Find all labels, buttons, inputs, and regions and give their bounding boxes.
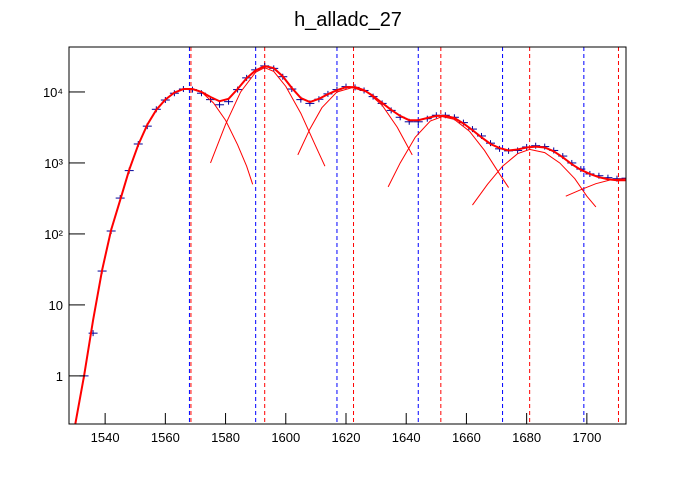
x-tick-label: 1540 <box>91 430 120 445</box>
x-tick-label: 1580 <box>211 430 240 445</box>
x-tick-label: 1560 <box>151 430 180 445</box>
y-tick-label: 10 <box>49 298 63 313</box>
fit-curve <box>472 148 597 208</box>
x-tick-label: 1680 <box>512 430 541 445</box>
fit-curve <box>74 65 626 424</box>
fit-curve <box>201 91 254 185</box>
x-tick-label: 1700 <box>572 430 601 445</box>
fit-curve <box>297 87 413 156</box>
plot-area <box>74 47 626 424</box>
y-tick-label: 10⁴ <box>43 85 63 100</box>
frame <box>68 46 627 425</box>
chart-title: h_alladc_27 <box>294 9 402 31</box>
x-tick-label: 1660 <box>452 430 481 445</box>
x-tick-label: 1600 <box>271 430 300 445</box>
fit-curve <box>387 116 509 188</box>
x-tick-label: 1640 <box>392 430 421 445</box>
fit-curve <box>565 178 626 197</box>
data-point <box>215 101 225 108</box>
y-tick-label: 1 <box>56 369 63 384</box>
y-tick-label: 10³ <box>44 156 63 171</box>
fit-curve <box>210 67 326 167</box>
x-tick-label: 1620 <box>332 430 361 445</box>
data-point <box>621 175 626 182</box>
y-tick-label: 10² <box>44 227 63 242</box>
